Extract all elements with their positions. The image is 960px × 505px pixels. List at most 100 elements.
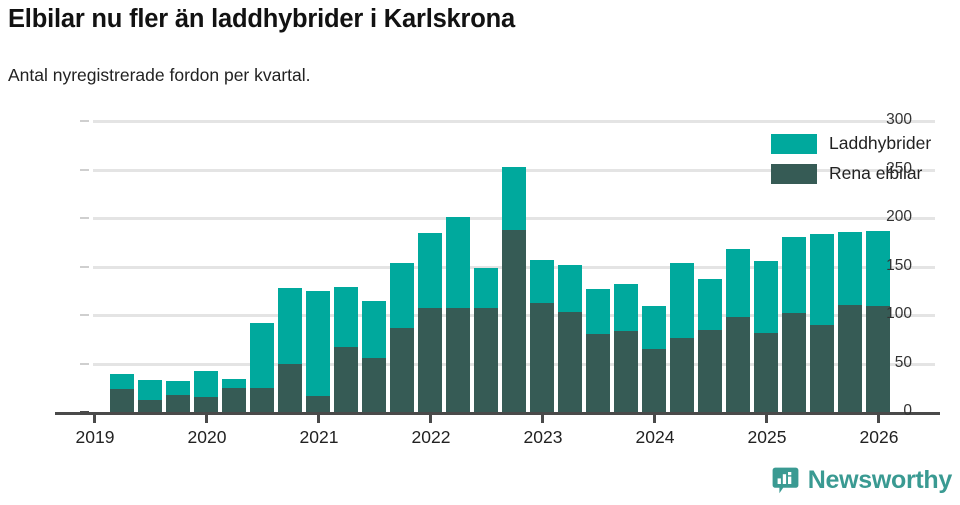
- bar-group[interactable]: [250, 121, 274, 412]
- bar-segment-laddhybrider: [278, 287, 302, 364]
- bar-group[interactable]: [698, 121, 722, 412]
- bar-group[interactable]: [754, 121, 778, 412]
- bar-segment-laddhybrider: [306, 290, 330, 396]
- bar-group[interactable]: [474, 121, 498, 412]
- bar-segment-rena-elbilar: [194, 397, 218, 412]
- bar-group[interactable]: [166, 121, 190, 412]
- bar-segment-laddhybrider: [250, 322, 274, 388]
- bar-group[interactable]: [362, 121, 386, 412]
- bar-segment-laddhybrider: [138, 380, 162, 401]
- bar-group[interactable]: [642, 121, 666, 412]
- bar-segment-rena-elbilar: [110, 388, 134, 412]
- bar-segment-laddhybrider: [446, 217, 470, 309]
- bar-segment-laddhybrider: [418, 232, 442, 309]
- bar-group[interactable]: [558, 121, 582, 412]
- bar-group[interactable]: [782, 121, 806, 412]
- x-axis-tick-label: 2026: [859, 427, 899, 447]
- legend-label-laddhybrider: Laddhybrider: [829, 133, 932, 153]
- bar-group[interactable]: [670, 121, 694, 412]
- bar-group[interactable]: [866, 121, 890, 412]
- bar-group[interactable]: [446, 121, 470, 412]
- bar-group[interactable]: [614, 121, 638, 412]
- y-axis-tick-mark: [80, 168, 89, 171]
- brand-name: Newsworthy: [807, 466, 953, 494]
- y-axis-tick-label: 50: [894, 353, 912, 371]
- x-axis-tick-mark: [653, 412, 656, 423]
- legend-label-rena-elbilar: Rena elbilar: [829, 163, 923, 183]
- bar-group[interactable]: [810, 121, 834, 412]
- x-axis-tick-mark: [765, 412, 768, 423]
- bar-group[interactable]: [502, 121, 526, 412]
- chart-legend: Laddhybrider Rena elbilar: [771, 133, 931, 184]
- bar-segment-laddhybrider: [670, 262, 694, 339]
- bar-segment-rena-elbilar: [334, 347, 358, 412]
- bar-group[interactable]: [138, 121, 162, 412]
- bar-group[interactable]: [194, 121, 218, 412]
- bar-segment-rena-elbilar: [362, 357, 386, 412]
- y-axis-tick-mark: [80, 217, 89, 219]
- bar-segment-rena-elbilar: [474, 308, 498, 412]
- bar-segment-rena-elbilar: [502, 229, 526, 412]
- bar-segment-rena-elbilar: [166, 394, 190, 412]
- bar-segment-laddhybrider: [558, 264, 582, 313]
- bar-group[interactable]: [222, 121, 246, 412]
- x-axis-tick-label: 2022: [411, 427, 451, 447]
- bar-segment-rena-elbilar: [670, 338, 694, 412]
- bar-segment-laddhybrider: [838, 231, 862, 306]
- bar-group[interactable]: [586, 121, 610, 412]
- bar-segment-laddhybrider: [222, 379, 246, 388]
- y-axis-tick-mark: [80, 314, 89, 316]
- plot-area: [93, 120, 935, 412]
- legend-swatch-laddhybrider: [771, 133, 817, 154]
- x-axis-tick-label: 2024: [635, 427, 675, 447]
- bar-segment-laddhybrider: [754, 260, 778, 334]
- bar-segment-rena-elbilar: [642, 348, 666, 412]
- bar-segment-laddhybrider: [586, 288, 610, 335]
- bar-group[interactable]: [390, 121, 414, 412]
- bar-segment-rena-elbilar: [306, 395, 330, 412]
- bar-segment-rena-elbilar: [222, 387, 246, 412]
- x-axis-tick-mark: [205, 412, 208, 423]
- bar-group[interactable]: [278, 121, 302, 412]
- legend-item-laddhybrider[interactable]: Laddhybrider: [771, 133, 931, 154]
- x-axis-tick-mark: [317, 412, 320, 423]
- y-axis-tick-label: 100: [886, 305, 912, 322]
- newsworthy-logo[interactable]: Newsworthy: [772, 466, 952, 495]
- bar-segment-rena-elbilar: [558, 312, 582, 412]
- x-axis-tick-mark: [541, 412, 544, 423]
- y-axis-tick-mark: [80, 120, 89, 122]
- bar-segment-laddhybrider: [614, 283, 638, 331]
- bar-segment-rena-elbilar: [446, 308, 470, 412]
- bar-segment-rena-elbilar: [726, 316, 750, 412]
- bar-segment-rena-elbilar: [250, 387, 274, 412]
- y-axis-tick-mark: [80, 411, 89, 413]
- bar-group[interactable]: [110, 121, 134, 412]
- y-axis-tick-label: 250: [886, 159, 912, 177]
- legend-item-rena-elbilar[interactable]: Rena elbilar: [771, 163, 931, 184]
- bar-segment-laddhybrider: [474, 268, 498, 309]
- bar-group[interactable]: [530, 121, 554, 412]
- y-axis: [0, 0, 93, 291]
- bar-segment-laddhybrider: [390, 262, 414, 328]
- x-axis-tick-mark: [429, 412, 432, 423]
- y-axis-tick-mark: [80, 265, 89, 268]
- bar-group[interactable]: [838, 121, 862, 412]
- bar-segment-laddhybrider: [334, 286, 358, 348]
- bar-segment-laddhybrider: [362, 301, 386, 358]
- bar-group[interactable]: [726, 121, 750, 412]
- bar-segment-rena-elbilar: [810, 324, 834, 412]
- y-axis-tick-label: 150: [886, 256, 912, 274]
- bar-segment-laddhybrider: [810, 233, 834, 325]
- bar-group[interactable]: [418, 121, 442, 412]
- bar-segment-laddhybrider: [698, 279, 722, 330]
- bar-segment-laddhybrider: [530, 259, 554, 304]
- bar-segment-rena-elbilar: [614, 330, 638, 412]
- x-axis-tick-mark: [93, 412, 96, 423]
- x-axis-tick-label: 2019: [75, 427, 115, 447]
- bar-group[interactable]: [306, 121, 330, 412]
- bar-group[interactable]: [334, 121, 358, 412]
- x-axis-line: [55, 412, 940, 415]
- legend-swatch-rena-elbilar: [771, 163, 817, 184]
- bar-segment-laddhybrider: [502, 166, 526, 230]
- bar-segment-laddhybrider: [194, 371, 218, 398]
